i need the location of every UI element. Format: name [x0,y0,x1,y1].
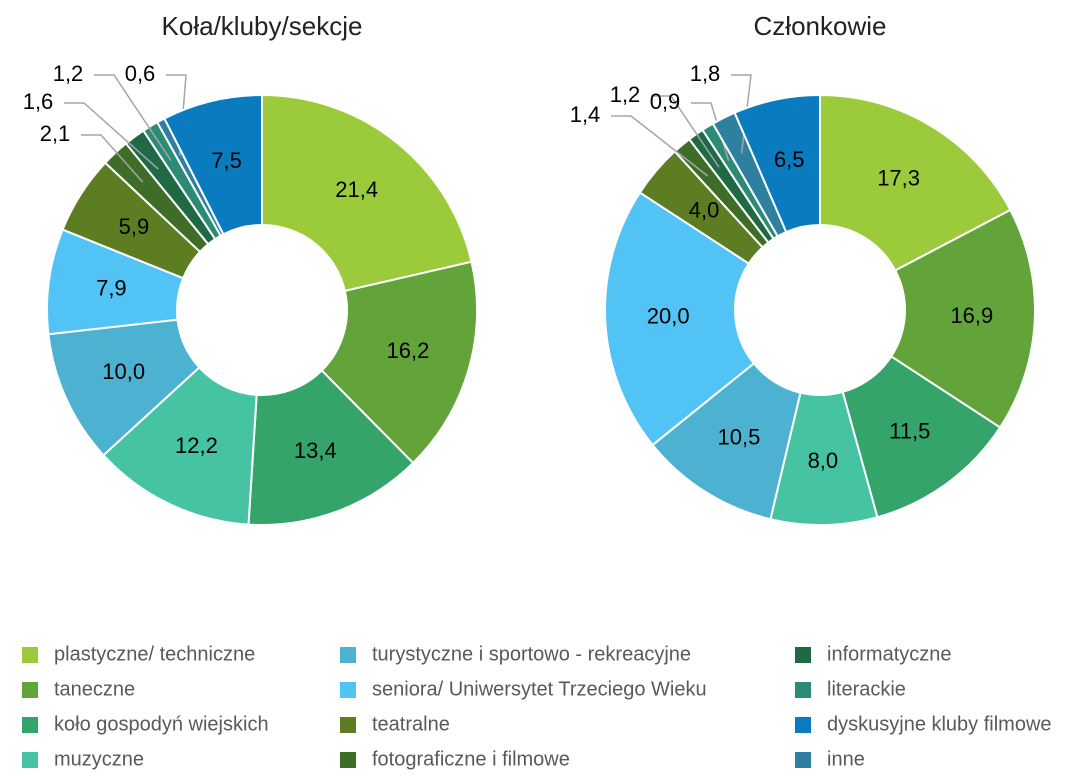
legend-swatch [340,752,356,768]
value-label: 17,3 [877,166,920,191]
donut-slice [819,93,1012,272]
donut-slice [320,260,478,465]
legend-label: teatralne [372,713,450,735]
legend-swatch [340,717,356,733]
donut-slice [102,365,258,526]
donut-slice [889,208,1036,429]
value-label: 4,0 [689,197,720,222]
value-label: 1,2 [53,61,84,86]
legend-label: informatyczne [827,643,952,665]
value-label: 2,1 [40,121,71,146]
legend-label: muzyczne [54,748,144,770]
value-label: 20,0 [647,303,690,328]
legend-label: koło gospodyń wiejskich [54,713,269,735]
legend-label: taneczne [54,678,135,700]
legend-label: turystyczne i sportowo - rekreacyjne [372,643,691,665]
legend-swatch [22,682,38,698]
legend-swatch [795,682,811,698]
leader-line [81,134,144,183]
value-label: 1,2 [610,82,641,107]
donut-slice [47,318,201,457]
donut-slice [247,369,415,526]
donut-slice [604,191,756,447]
legend-swatch [22,647,38,663]
donut-slice [841,355,1002,519]
leader-line [94,74,172,161]
donut-slice [733,93,821,234]
legend-swatch [22,717,38,733]
value-label: 11,5 [889,419,930,444]
value-label: 8,0 [808,448,839,473]
legend-label: fotograficzne i filmowe [372,748,570,770]
legend-swatch [795,717,811,733]
value-label: 12,2 [175,433,218,458]
value-label: 0,6 [125,61,156,86]
value-label: 0,9 [650,89,681,114]
legend-swatch [795,647,811,663]
value-label: 10,0 [102,359,145,384]
leader-line [651,95,720,168]
value-label: 5,9 [119,214,150,239]
leader-line [64,102,159,170]
value-label: 1,6 [23,89,54,114]
leader-line [611,115,709,177]
legend-label: literackie [827,678,906,700]
chart-title: Koła/kluby/sekcje [162,11,363,41]
legend-swatch [340,682,356,698]
legend-swatch [795,752,811,768]
value-label: 13,4 [294,438,337,463]
value-label: 6,5 [774,147,805,172]
value-label: 7,5 [211,148,242,173]
chart-title: Członkowie [754,11,887,41]
donut-slice [261,93,473,293]
legend-label: inne [827,748,865,770]
value-label: 16,9 [950,303,993,328]
legend-swatch [340,647,356,663]
legend-label: plastyczne/ techniczne [54,643,255,665]
donut-slice [163,93,263,236]
value-label: 21,4 [335,177,378,202]
value-label: 16,2 [387,338,430,363]
legend-label: seniora/ Uniwersytet Trzeciego Wieku [372,678,707,700]
legend-label: dyskusyjne kluby filmowe [827,713,1052,735]
value-label: 1,8 [690,61,721,86]
value-label: 7,9 [96,275,127,300]
value-label: 1,4 [570,102,601,127]
value-label: 10,5 [718,424,761,449]
legend-swatch [22,752,38,768]
